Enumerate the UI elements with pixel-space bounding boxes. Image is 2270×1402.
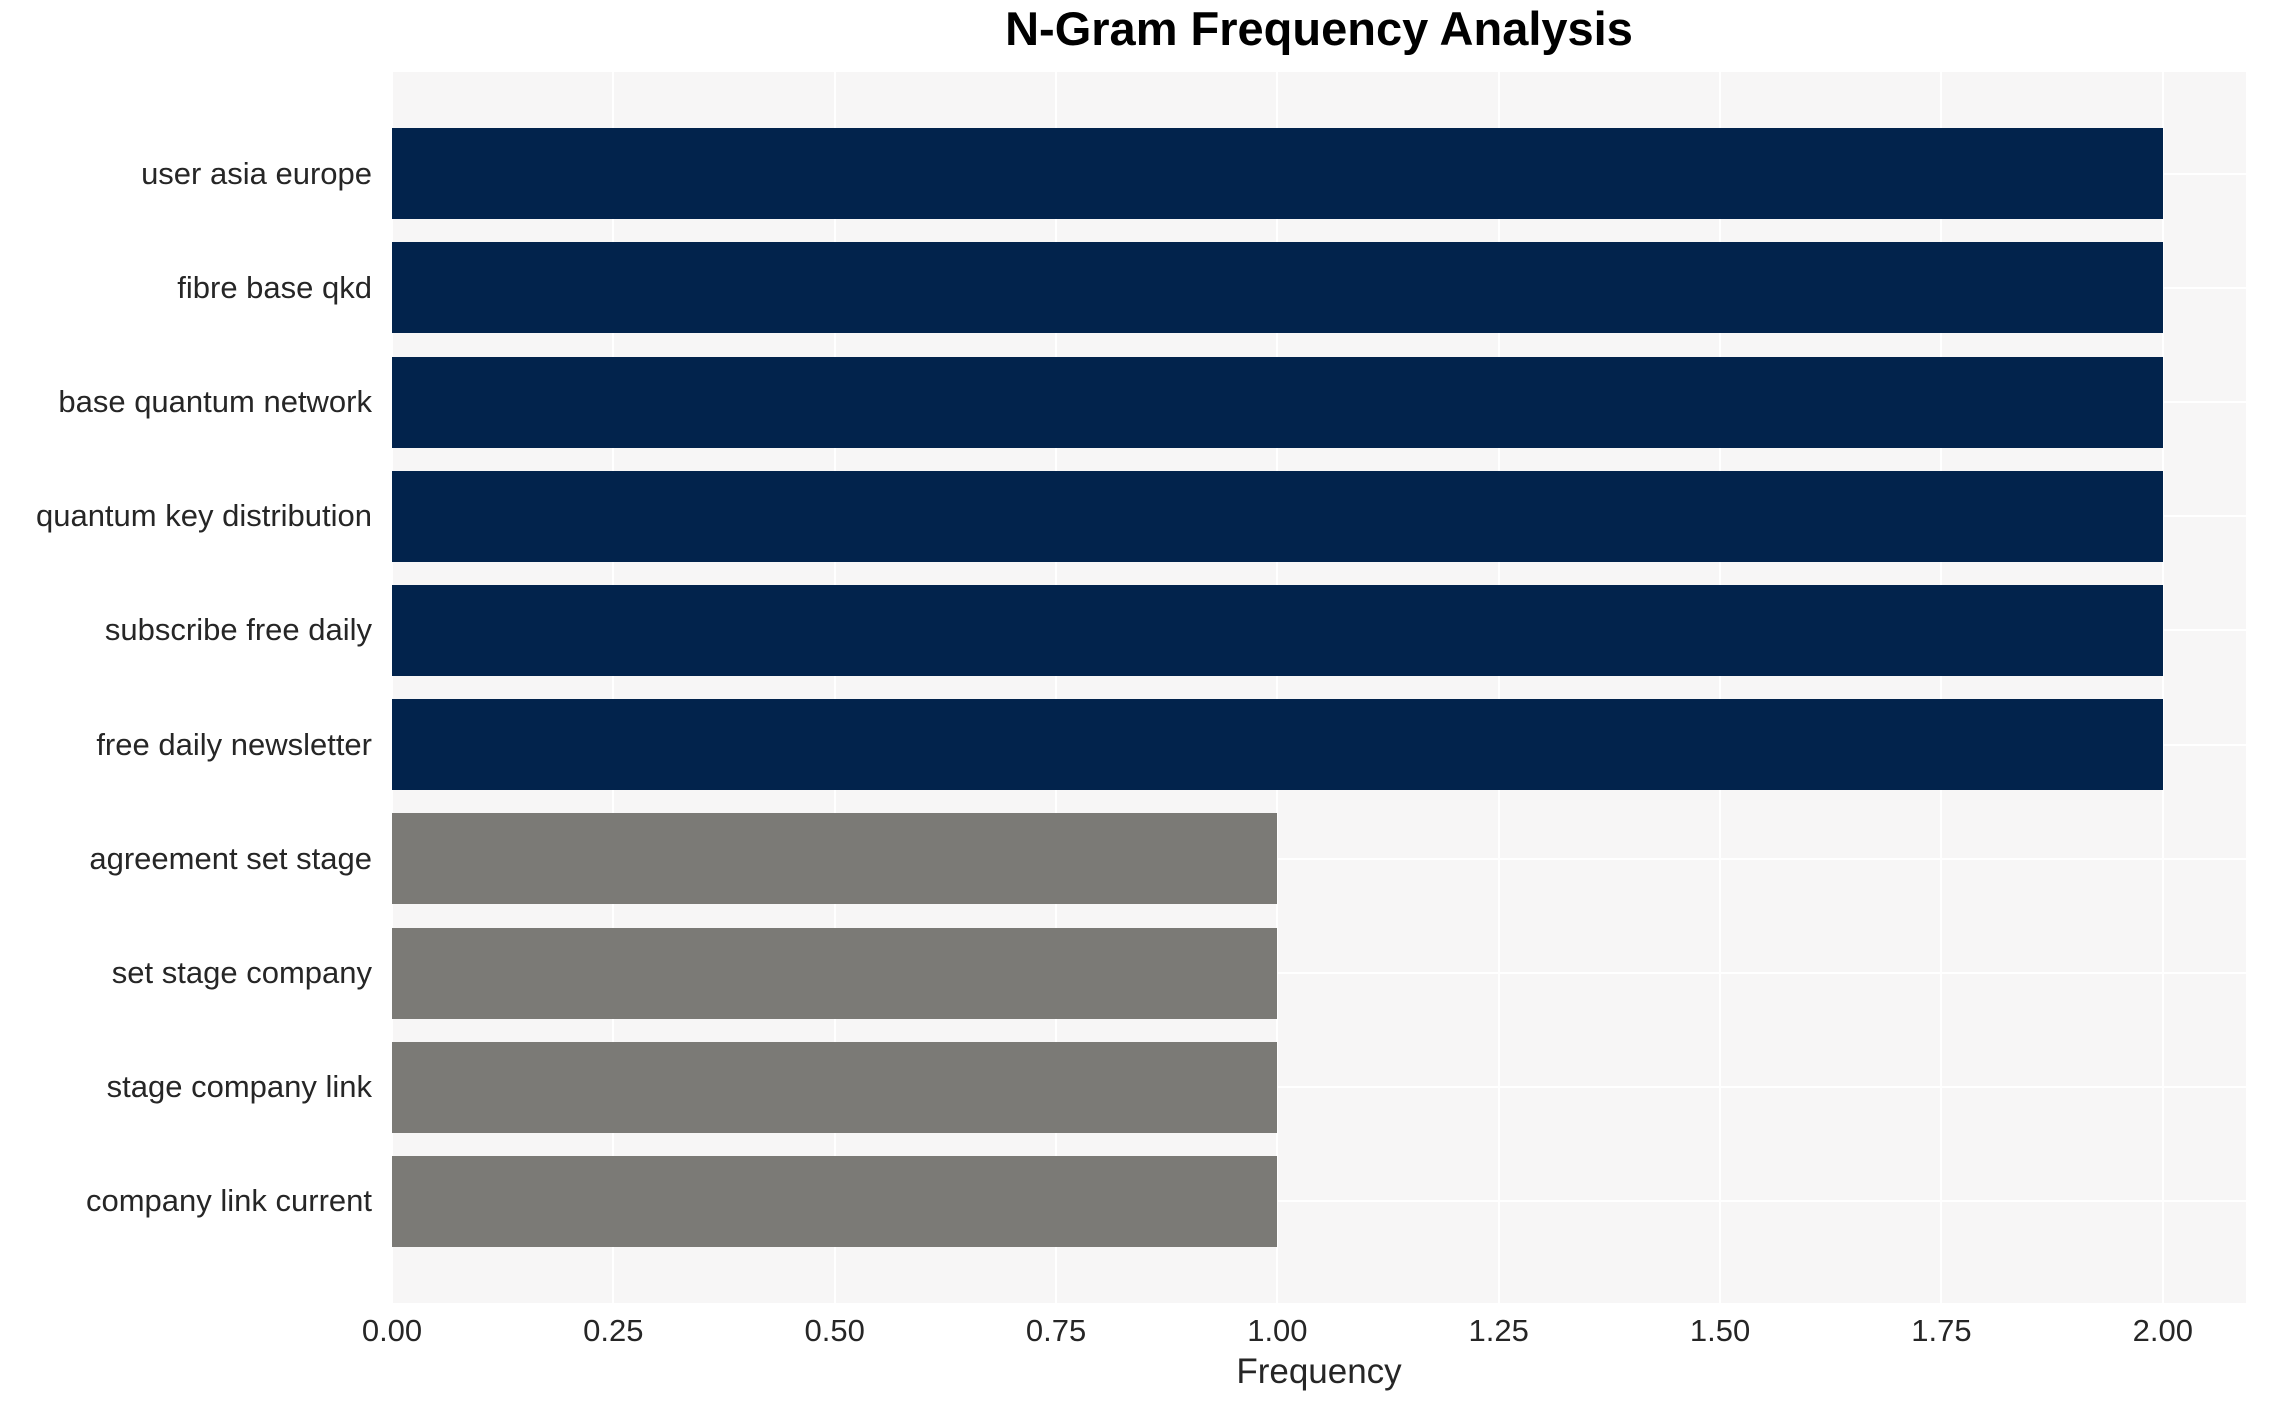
h-gridline	[392, 1086, 2246, 1089]
x-tick-label: 1.50	[1689, 1313, 1751, 1348]
bar-quantum-key-distribution	[392, 470, 2163, 562]
x-tick-label: 2.00	[2132, 1313, 2193, 1348]
x-tick-label: 0.75	[1025, 1313, 1087, 1348]
h-gridline	[392, 1200, 2246, 1203]
y-tick-label: set stage company	[111, 955, 372, 990]
v-gridline	[833, 72, 836, 1303]
bar-stage-company-link	[392, 1041, 1278, 1133]
bar-set-stage-company	[392, 927, 1278, 1019]
x-axis-title: Frequency	[1236, 1352, 1402, 1391]
y-tick-label: company link current	[85, 1183, 372, 1219]
h-gridline	[392, 857, 2246, 860]
y-tick-label: base quantum network	[58, 384, 372, 419]
y-tick-label: user asia europe	[141, 155, 372, 191]
x-tick-label: 1.00	[1247, 1313, 1308, 1348]
h-gridline	[392, 972, 2246, 974]
y-tick-label: free daily newsletter	[96, 726, 372, 762]
bar-fibre-base-qkd	[392, 242, 2163, 334]
x-tick-label: 0.00	[361, 1313, 423, 1348]
y-tick-label: stage company link	[106, 1069, 372, 1105]
v-gridline	[1276, 72, 1279, 1303]
bar-agreement-set-stage	[392, 813, 1278, 905]
v-gridline	[1719, 72, 1722, 1303]
v-gridline	[1055, 72, 1058, 1303]
v-gridline	[2161, 72, 2164, 1303]
y-tick-label: agreement set stage	[89, 840, 372, 876]
x-tick-label: 0.25	[583, 1313, 644, 1348]
v-gridline	[612, 72, 615, 1303]
x-tick-label: 0.50	[804, 1313, 865, 1348]
plot-area	[391, 72, 2246, 1303]
v-gridline	[391, 72, 393, 1303]
bar-company-link-current	[392, 1155, 1278, 1247]
bar-subscribe-free-daily	[392, 584, 2163, 676]
y-tick-label: subscribe free daily	[104, 612, 372, 648]
x-tick-label: 1.75	[1911, 1313, 1972, 1348]
y-tick-label: quantum key distribution	[35, 498, 372, 534]
bar-base-quantum-network	[392, 356, 2163, 448]
bar-user-asia-europe	[392, 128, 2163, 220]
v-gridline	[1940, 72, 1943, 1303]
bar-free-daily-newsletter	[392, 699, 2163, 791]
y-tick-label: fibre base qkd	[177, 269, 372, 305]
v-gridline	[1497, 72, 1500, 1303]
x-tick-label: 1.25	[1468, 1313, 1529, 1348]
chart-title: N-Gram Frequency Analysis	[1005, 2, 1633, 55]
